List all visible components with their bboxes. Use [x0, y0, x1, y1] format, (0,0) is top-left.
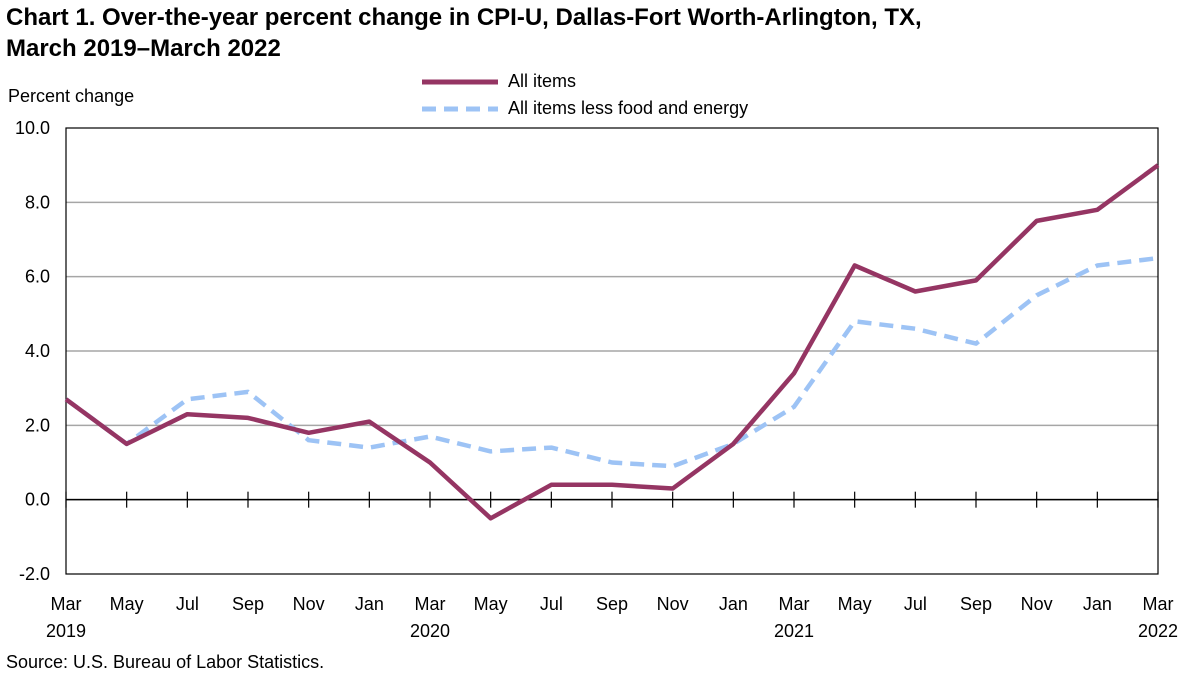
chart-title: Chart 1. Over-the-year percent change in…: [6, 2, 1186, 64]
x-tick-label: Jul: [904, 594, 927, 614]
chart-title-line1: Chart 1. Over-the-year percent change in…: [6, 4, 922, 31]
y-tick-label: 4.0: [25, 341, 50, 361]
chart-subtitle: March 2019–March 2022: [6, 35, 281, 62]
x-tick-label: Jul: [540, 594, 563, 614]
y-tick-label: 8.0: [25, 192, 50, 212]
series-line-all-items: [64, 163, 1160, 521]
x-tick-label: May: [110, 594, 144, 614]
y-tick-label: 0.0: [25, 490, 50, 510]
x-tick-year-label: 2020: [410, 621, 450, 641]
x-tick-label: Jan: [719, 594, 748, 614]
x-tick-label: Sep: [960, 594, 992, 614]
x-tick-year-label: 2019: [46, 621, 86, 641]
legend-item-all-items: All items: [420, 68, 748, 95]
x-tick-label: Jul: [176, 594, 199, 614]
x-tick-label: May: [474, 594, 508, 614]
y-tick-label: 10.0: [15, 118, 50, 138]
x-tick-label: Sep: [596, 594, 628, 614]
x-tick-label: Sep: [232, 594, 264, 614]
y-axis-label: Percent change: [8, 86, 135, 106]
x-tick-label: Mar: [415, 594, 446, 614]
legend: All items All items less food and energy: [420, 68, 748, 122]
legend-swatch-core: [422, 106, 498, 111]
x-tick-year-label: 2022: [1138, 621, 1178, 641]
x-tick-label: Mar: [1143, 594, 1174, 614]
x-tick-label: May: [838, 594, 872, 614]
source-note: Source: U.S. Bureau of Labor Statistics.: [6, 652, 325, 672]
x-tick-label: Jan: [355, 594, 384, 614]
series-line-core: [64, 255, 1159, 469]
legend-label-all-items: All items: [508, 71, 577, 91]
x-tick-label: Mar: [51, 594, 82, 614]
legend-label-core: All items less food and energy: [508, 98, 749, 118]
legend-swatch-all-items: [422, 79, 498, 84]
x-tick-label: Nov: [1021, 594, 1053, 614]
x-tick-label: Jan: [1083, 594, 1112, 614]
x-tick-label: Nov: [657, 594, 689, 614]
y-tick-label: 6.0: [25, 267, 50, 287]
y-tick-label: 2.0: [25, 415, 50, 435]
y-tick-label: -2.0: [19, 564, 50, 584]
plot-frame: [65, 127, 1159, 575]
x-tick-label: Nov: [293, 594, 325, 614]
x-tick-year-label: 2021: [774, 621, 814, 641]
x-tick-label: Mar: [779, 594, 810, 614]
legend-item-core: All items less food and energy: [420, 95, 748, 122]
